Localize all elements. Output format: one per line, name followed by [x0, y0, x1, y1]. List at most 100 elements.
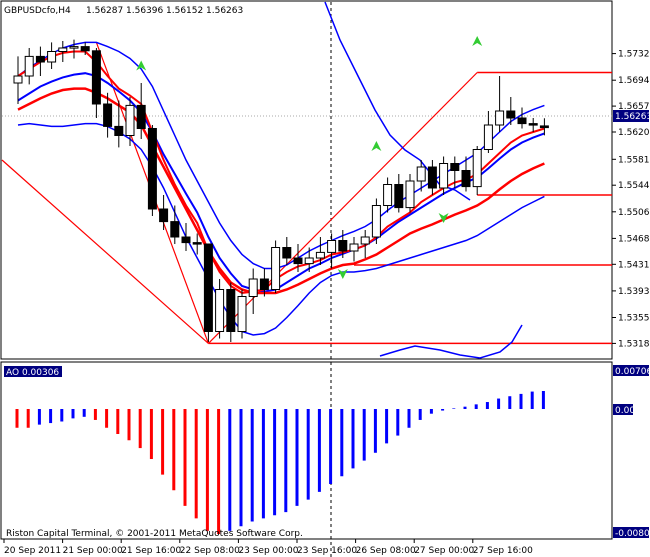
candle — [315, 237, 325, 265]
candle-body — [259, 278, 269, 290]
price-tick-label: 1.55440 — [618, 181, 650, 191]
price-tick-label: 1.56200 — [618, 128, 650, 138]
candle-body — [159, 208, 169, 223]
arrow-up-icon — [472, 36, 483, 46]
candle-body — [47, 51, 57, 63]
signal-arrows — [136, 36, 483, 279]
candle-body — [24, 55, 34, 77]
ao-axis-zero: 0.00 — [615, 406, 635, 416]
candle — [35, 46, 45, 76]
candle — [439, 156, 449, 195]
candle-body — [528, 123, 538, 126]
low-value: 1.56152 — [166, 6, 203, 16]
candle — [103, 92, 113, 138]
price-tick-label: 1.53930 — [618, 287, 650, 297]
current-price-tag-text: 1.56263 — [615, 112, 650, 122]
arrow-down-icon — [337, 269, 348, 279]
candle-body — [472, 149, 482, 188]
candle — [416, 160, 426, 192]
candle — [472, 146, 482, 195]
candle-body — [360, 236, 370, 245]
candle-body — [304, 257, 314, 265]
price-tick-label: 1.53550 — [618, 314, 650, 324]
indicator-frame — [0, 361, 613, 540]
candle-body — [483, 124, 493, 150]
candle-body — [215, 289, 225, 332]
candle-body — [170, 221, 180, 238]
candle-body — [450, 163, 460, 171]
candle — [483, 111, 493, 153]
current-price-tag — [613, 110, 649, 122]
candle — [125, 97, 135, 146]
arrow-down-icon — [438, 213, 449, 223]
candle — [159, 195, 169, 230]
price-tick-label: 1.56570 — [618, 102, 650, 112]
candle-body — [427, 166, 437, 189]
candle-body — [349, 243, 359, 252]
candle — [506, 97, 516, 125]
candle-body — [405, 180, 415, 209]
candle — [282, 237, 292, 265]
price-tick-label: 1.57320 — [618, 50, 650, 60]
price-tick-label: 1.53180 — [618, 339, 650, 349]
time-tick-label: 27 Sep 16:00 — [473, 546, 533, 556]
candle — [136, 83, 146, 139]
symbol-label: GBPUSDcfo,H4 — [4, 6, 71, 16]
ao-label: AO 0.00306 — [6, 368, 59, 378]
candle-body — [103, 103, 113, 127]
candle-body — [203, 243, 213, 332]
candle — [450, 156, 460, 188]
candle — [147, 125, 157, 216]
lower-envelope-line — [379, 324, 523, 359]
candle — [226, 282, 236, 342]
candle — [427, 160, 437, 195]
candle — [394, 174, 404, 213]
ao-axis-bottom: -0.00806 — [615, 529, 650, 539]
high-value: 1.56396 — [126, 6, 163, 16]
candle — [248, 268, 258, 314]
candle — [271, 240, 281, 293]
candle-body — [495, 110, 505, 126]
candle-body — [192, 242, 202, 245]
candle-body — [147, 128, 157, 210]
candle — [181, 223, 191, 251]
candle — [539, 118, 549, 136]
candle-body — [69, 46, 79, 49]
candle — [383, 177, 393, 213]
support-resistance-levels — [208, 71, 612, 345]
candle — [203, 243, 213, 342]
price-tick-label: 1.55810 — [618, 155, 650, 165]
ma-red-fast — [17, 50, 545, 295]
candle — [259, 268, 269, 297]
candle — [349, 237, 359, 262]
time-tick-label: 27 Sep 00:00 — [414, 546, 474, 556]
copyright-text: Riston Capital Terminal, © 2001-2011 Met… — [6, 529, 303, 539]
candle — [13, 56, 23, 104]
candle-body — [461, 170, 471, 188]
candle-body — [226, 289, 236, 332]
time-tick-label: 26 Sep 08:00 — [356, 546, 416, 556]
time-tick-label: 21 Sep 00:00 — [63, 546, 123, 556]
candle-body — [539, 125, 549, 129]
candle-body — [315, 251, 325, 259]
candle-body — [506, 110, 516, 119]
ao-axis-bottom-tag — [613, 527, 649, 538]
ao-histogram — [15, 390, 545, 535]
candle — [58, 41, 68, 62]
time-tick-label: 20 Sep 2011 — [4, 546, 61, 556]
candle — [405, 174, 415, 213]
candle — [304, 247, 314, 272]
candle-body — [383, 184, 393, 206]
candle — [47, 42, 57, 69]
time-tick-label: 23 Sep 00:00 — [238, 546, 298, 556]
candle — [495, 76, 505, 132]
candle — [114, 100, 124, 148]
candle — [338, 230, 348, 258]
ma-blue-mid — [17, 72, 545, 293]
candle-body — [80, 46, 90, 52]
time-tick-label: 23 Sep 16:00 — [297, 546, 357, 556]
price-axis: 1.57320 1.56940 1.56570 1.56200 1.55810 1.554… — [612, 50, 650, 349]
candle — [24, 48, 34, 85]
candles — [13, 39, 549, 342]
candle-body — [91, 50, 101, 105]
